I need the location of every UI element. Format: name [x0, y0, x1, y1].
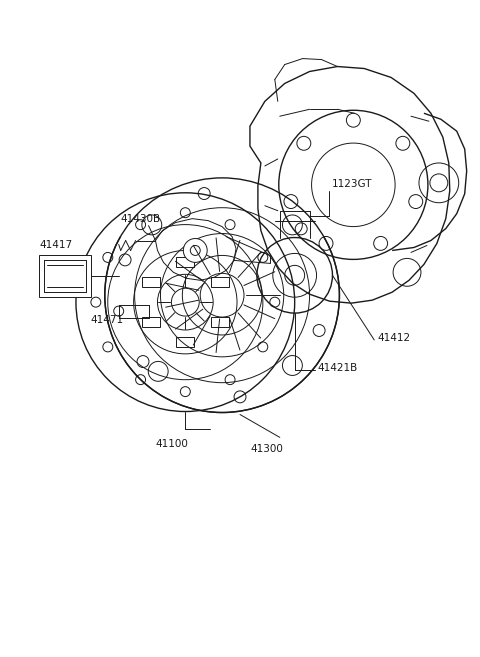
Text: 1123GT: 1123GT: [332, 179, 372, 189]
Text: 41471: 41471: [91, 315, 124, 325]
Text: 41300: 41300: [250, 444, 283, 455]
Circle shape: [183, 238, 207, 262]
Text: 41412: 41412: [377, 333, 410, 343]
Text: 41421B: 41421B: [318, 363, 358, 373]
Text: 41100: 41100: [156, 440, 188, 449]
Text: 41417: 41417: [39, 240, 72, 250]
Text: 41430B: 41430B: [120, 214, 161, 223]
FancyBboxPatch shape: [39, 256, 91, 297]
